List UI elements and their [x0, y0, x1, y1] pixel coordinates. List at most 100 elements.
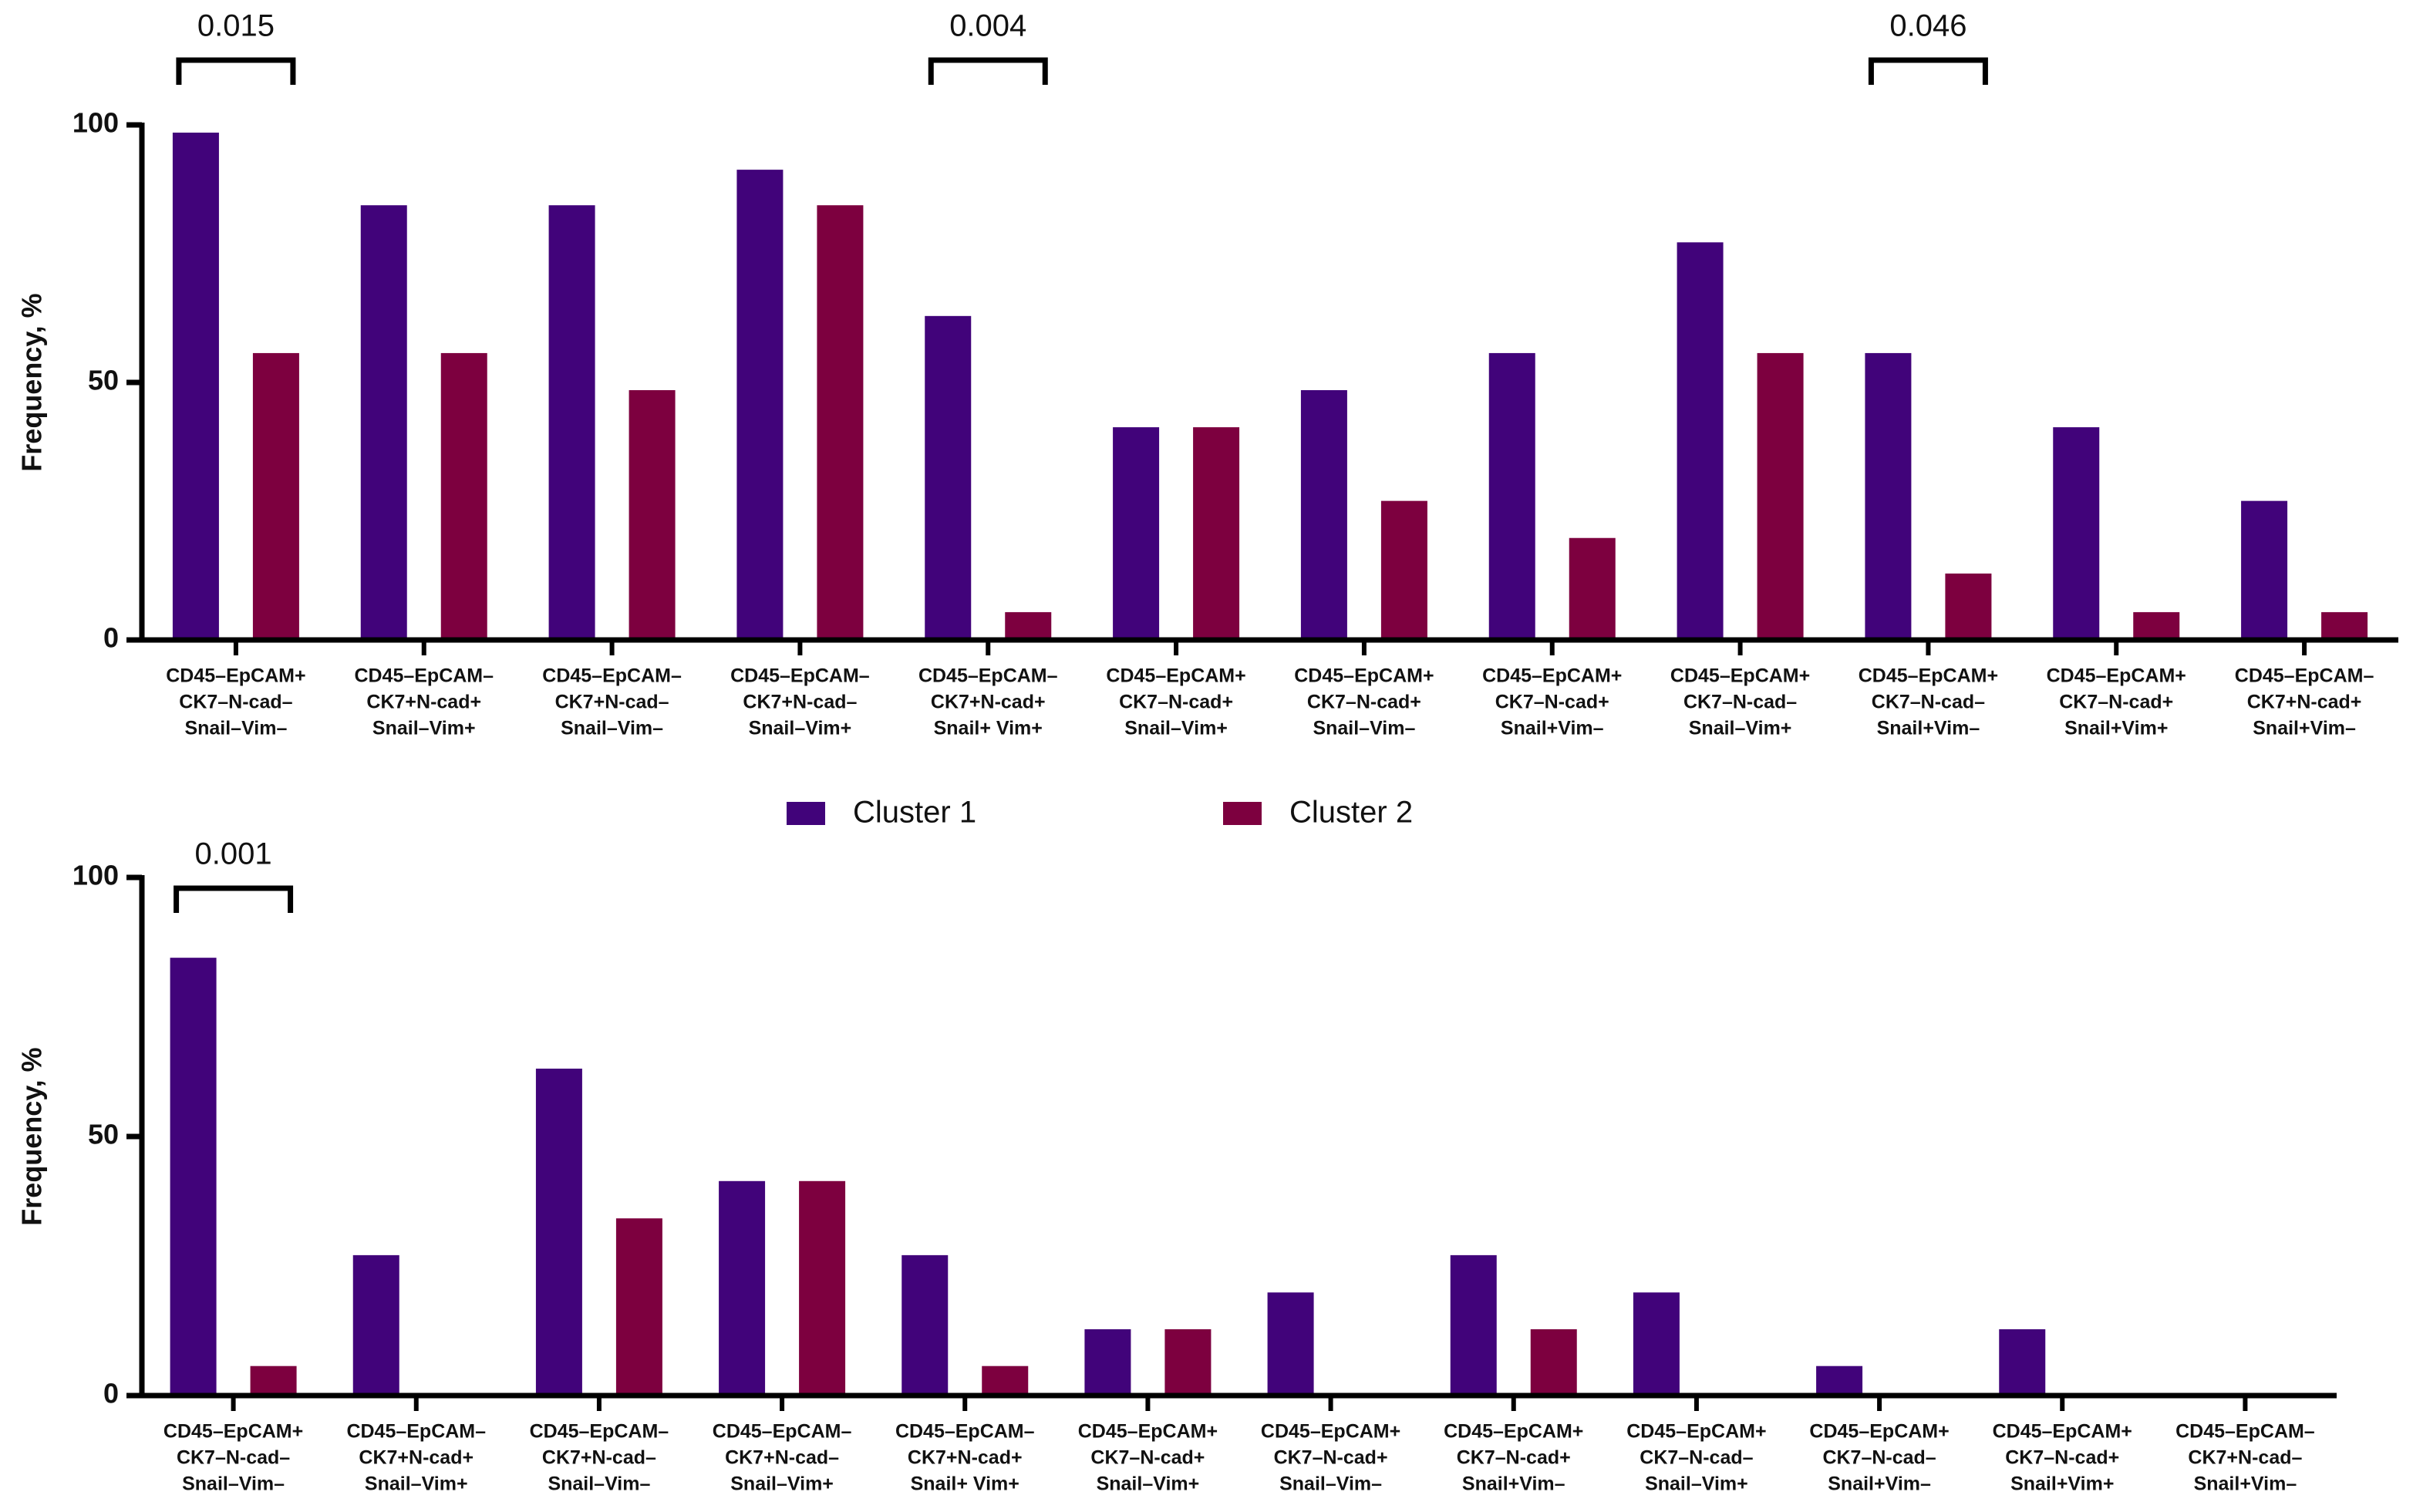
legend-swatch [1223, 802, 1262, 825]
legend-label: Cluster 2 [1289, 796, 1413, 830]
x-tick-label: CD45–EpCAM+ [1670, 665, 1810, 687]
x-tick-label: CD45–EpCAM– [2175, 1421, 2315, 1443]
x-tick-label: Snail–Vim+ [1645, 1473, 1748, 1495]
x-tick-label: Snail–Vim+ [1689, 718, 1792, 739]
bar [1530, 1328, 1577, 1396]
x-tick-label: CD45–EpCAM+ [1261, 1421, 1400, 1443]
bar [1488, 352, 1535, 640]
x-tick-label: Snail–Vim+ [372, 718, 476, 739]
bar [1816, 1366, 1863, 1396]
x-tick-label: Snail+Vim– [1828, 1473, 1931, 1495]
x-tick-label: CK7–N-cad+ [2005, 1447, 2119, 1469]
x-tick-label: CK7+N-cad+ [931, 692, 1046, 713]
bar [1193, 427, 1240, 640]
x-tick-label: CK7+N-cad+ [2247, 692, 2362, 713]
x-tick-label: CK7–N-cad+ [1495, 692, 1609, 713]
x-tick-label: Snail+Vim– [1501, 718, 1604, 739]
x-tick-label: CK7+N-cad– [743, 692, 857, 713]
x-tick-label: Snail–Vim+ [749, 718, 852, 739]
x-tick-label: Snail–Vim– [182, 1473, 285, 1495]
x-tick-label: CK7+N-cad+ [366, 692, 481, 713]
x-tick-label: Snail+Vim– [1877, 718, 1980, 739]
x-tick-label: CK7–N-cad– [179, 692, 292, 713]
significance-bracket [928, 57, 1048, 85]
x-tick-label: CD45–EpCAM+ [1482, 665, 1622, 687]
x-tick-label: Snail+ Vim+ [934, 718, 1043, 739]
bar [799, 1180, 846, 1396]
x-tick-label: CD45–EpCAM– [346, 1421, 486, 1443]
x-tick-label: CD45–EpCAM+ [1809, 1421, 1949, 1443]
bar [615, 1218, 662, 1396]
bar [1450, 1254, 1497, 1396]
x-tick-label: CK7–N-cad– [177, 1447, 290, 1469]
p-value: 0.004 [949, 9, 1026, 43]
bar [982, 1366, 1029, 1396]
bar [2053, 427, 2100, 640]
x-tick-label: Snail+Vim+ [2064, 718, 2168, 739]
x-tick-label: CK7+N-cad– [2188, 1447, 2302, 1469]
x-tick-label: CD45–EpCAM+ [1294, 665, 1434, 687]
bar [1164, 1328, 1212, 1396]
bar [1945, 573, 1992, 640]
p-value: 0.001 [195, 837, 272, 871]
x-tick-label: CK7–N-cad+ [1119, 692, 1233, 713]
x-tick-label: CK7–N-cad+ [1457, 1447, 1571, 1469]
x-tick-label: CD45–EpCAM– [895, 1421, 1035, 1443]
x-tick-label: CD45–EpCAM+ [1859, 665, 1998, 687]
x-tick-label: CD45–EpCAM+ [163, 1421, 303, 1443]
bar [2133, 611, 2180, 640]
x-tick-label: CD45–EpCAM+ [166, 665, 305, 687]
x-tick-label: Snail+Vim– [2253, 718, 2356, 739]
bar [1300, 390, 1347, 640]
x-tick-label: CK7+N-cad+ [908, 1447, 1023, 1469]
bar [817, 205, 864, 640]
x-tick-label: CD45–EpCAM+ [1444, 1421, 1583, 1443]
bar [360, 205, 407, 640]
x-tick-label: CK7–N-cad– [1683, 692, 1797, 713]
y-axis-label: Frequency, % [16, 1047, 48, 1225]
x-tick-label: CK7–N-cad+ [1090, 1447, 1205, 1469]
x-tick-label: Snail–Vim+ [1097, 1473, 1200, 1495]
bar [352, 1254, 399, 1396]
bar [1380, 500, 1427, 640]
bar [1267, 1292, 1314, 1396]
x-tick-label: Snail+Vim– [2194, 1473, 2297, 1495]
x-tick-label: CK7–N-cad– [1872, 692, 1985, 713]
y-tick-label: 50 [88, 1119, 119, 1150]
x-tick-label: Snail–Vim+ [365, 1473, 468, 1495]
x-tick-label: Snail+Vim– [1462, 1473, 1565, 1495]
bar [719, 1180, 766, 1396]
x-tick-label: Snail+Vim+ [2010, 1473, 2114, 1495]
x-tick-label: Snail–Vim– [1279, 1473, 1382, 1495]
bar [250, 1366, 297, 1396]
bar [925, 315, 972, 640]
p-value: 0.046 [1889, 9, 1966, 43]
y-tick-label: 50 [88, 365, 119, 396]
x-tick-label: Snail+ Vim+ [911, 1473, 1019, 1495]
bar [1865, 352, 1912, 640]
x-tick-label: CD45–EpCAM+ [1626, 1421, 1766, 1443]
significance-bracket [176, 57, 296, 85]
x-tick-label: CD45–EpCAM– [2235, 665, 2374, 687]
bar [1084, 1328, 1131, 1396]
x-tick-label: CD45–EpCAM– [530, 1421, 669, 1443]
x-tick-label: CD45–EpCAM+ [1993, 1421, 2132, 1443]
bar [252, 352, 299, 640]
x-tick-label: CD45–EpCAM– [730, 665, 870, 687]
bar [902, 1254, 949, 1396]
x-tick-label: CD45–EpCAM+ [1106, 665, 1245, 687]
bar [1677, 242, 1724, 641]
x-tick-label: CK7–N-cad+ [1307, 692, 1421, 713]
x-tick-label: CK7+N-cad– [725, 1447, 839, 1469]
y-tick-label: 0 [103, 622, 119, 654]
x-tick-label: CD45–EpCAM– [918, 665, 1058, 687]
x-tick-label: CD45–EpCAM+ [2047, 665, 2186, 687]
bar [1757, 352, 1804, 640]
x-tick-label: Snail–Vim– [184, 718, 287, 739]
x-tick-label: Snail–Vim– [1313, 718, 1415, 739]
x-tick-label: CD45–EpCAM– [542, 665, 682, 687]
bar [170, 958, 217, 1396]
x-tick-label: Snail–Vim+ [730, 1473, 834, 1495]
y-tick-label: 100 [72, 860, 119, 891]
bar [1113, 427, 1160, 640]
